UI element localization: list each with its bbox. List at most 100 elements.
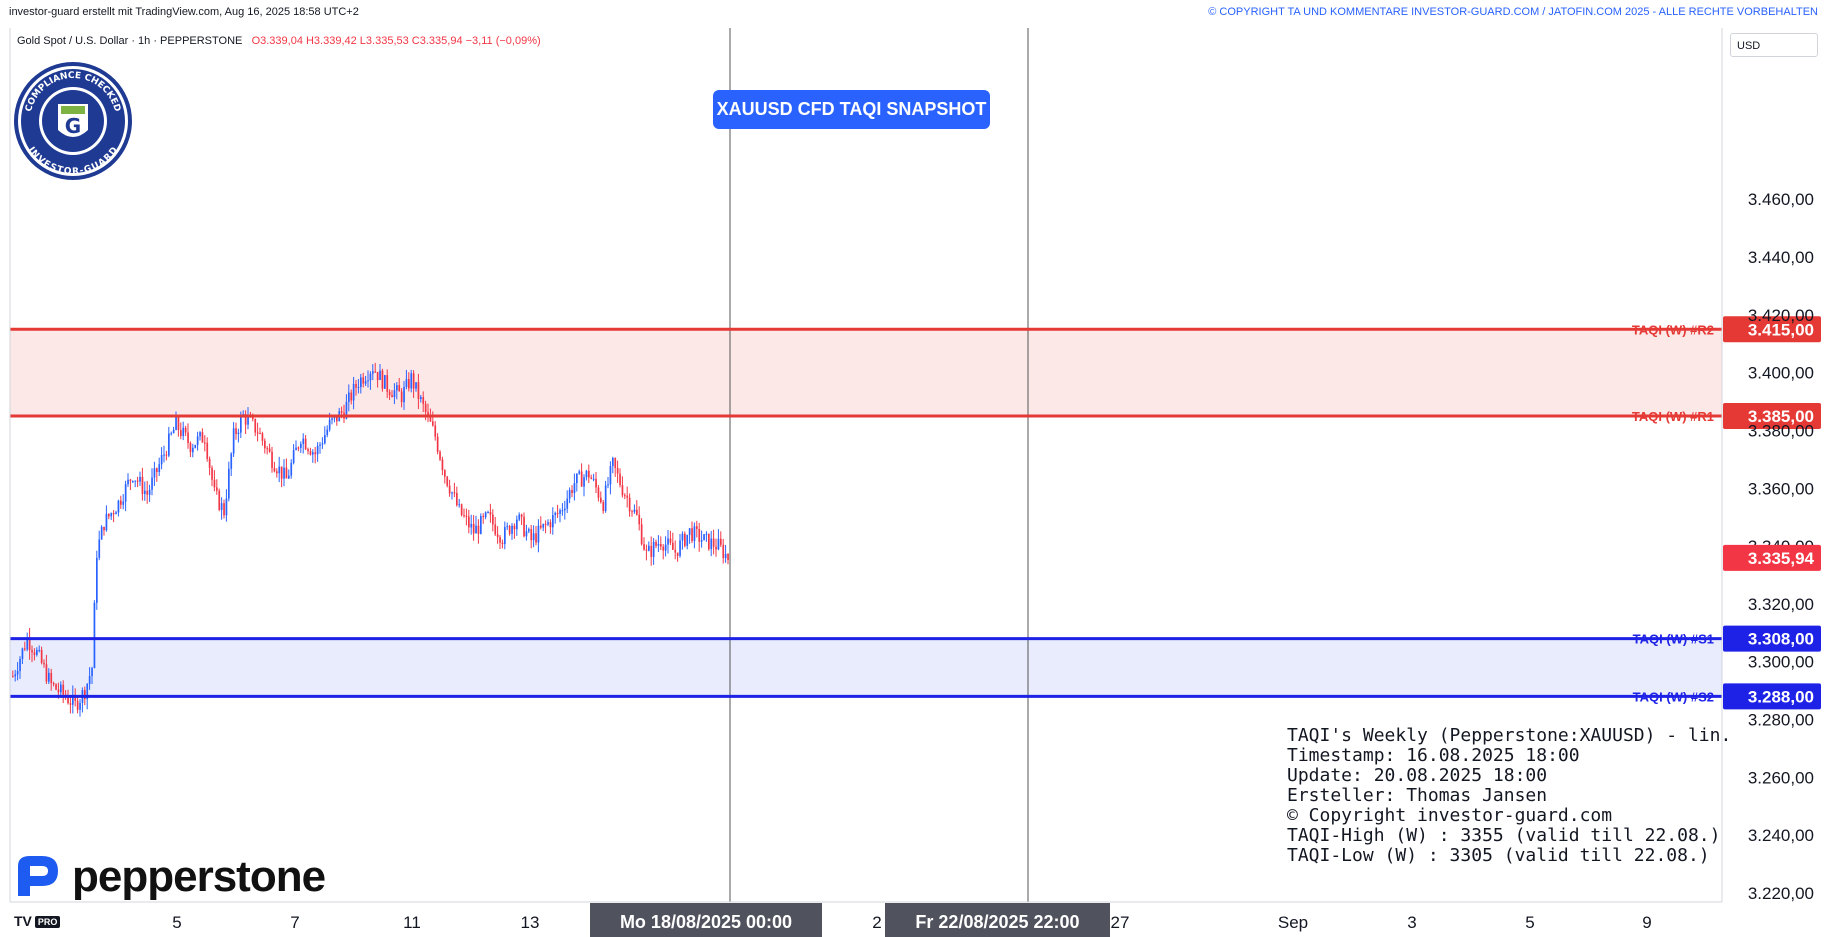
tradingview-logo[interactable]: TV PRO [14,913,61,929]
time-axis[interactable]: 5 7 11 13 2 27 Sep 3 5 9 Mo 18/08/2025 00:00 Fr 22/… [172,903,1652,937]
candle-body [619,473,621,486]
compliance-seal-icon: COMPLIANCE CHECKED INVESTOR-GUARD G [14,62,132,180]
candle-body [232,428,235,454]
candle-body [400,391,403,403]
candle-body [297,447,300,449]
candle-body [156,468,158,472]
candle-body [19,658,21,671]
pepperstone-wordmark: pepperstone [72,852,326,901]
candle-body [187,432,189,444]
candle-body [420,397,422,400]
candle-body [600,497,602,503]
candle-body [316,445,319,455]
level-name-label: TAQI (W) #S2 [1633,689,1714,704]
candle-body [684,533,686,546]
candle-body [669,538,672,543]
time-highlight-label: Fr 22/08/2025 22:00 [915,912,1079,932]
levels-layer: TAQI (W) #R2 3.415,00 TAQI (W) #R1 3.385,00… [10,316,1821,710]
candle-body [153,468,156,478]
candle-body [314,452,317,455]
candle-body [127,479,129,485]
candle-body [340,411,343,413]
candle-body [362,377,365,384]
candle-body [604,485,607,511]
candle-body [175,416,177,431]
candle-body [276,471,278,474]
candle-body [477,525,480,534]
candle-body [568,490,571,499]
candle-body [436,436,439,452]
ohlc-values: O3.339,04 H3.339,42 L3.335,53 C3.335,94 … [251,35,541,47]
zones-layer [10,329,1722,697]
candle-body [307,449,309,452]
candle-body [463,515,465,517]
price-axis[interactable]: 3.220,00 3.240,00 3.260,00 3.280,00 3.300,00… [1723,190,1821,903]
candle-body [566,498,569,509]
candle-body [38,649,41,651]
candle-body [691,528,693,541]
candle-body [350,392,353,401]
candle-body [60,684,62,693]
candle-body [720,538,722,545]
info-line: Ersteller: Thomas Jansen [1287,785,1548,806]
candle-body [261,433,264,441]
candle-body [427,412,429,415]
candle-body [564,508,566,511]
candle-body [607,484,609,486]
candle-body [549,522,552,528]
candle-body [21,648,24,659]
currency-selector[interactable]: USD [1730,33,1818,57]
candle-body [328,419,331,430]
svg-text:G: G [65,114,81,138]
candle-body [132,481,134,483]
candle-body [199,432,201,437]
candle-body [484,512,487,518]
candle-body [304,438,307,450]
candle-body [220,503,223,510]
candle-body [300,443,302,448]
candle-body [482,516,485,518]
candle-body [657,544,660,546]
candle-body [535,533,537,543]
symbol-legend[interactable]: Gold Spot / U.S. Dollar · 1h · PEPPERSTO… [17,35,541,47]
candle-body [182,427,185,437]
candle-body [595,478,597,488]
candle-body [424,403,427,413]
candle-body [712,538,715,547]
price-tick-label: 3.360,00 [1748,479,1814,498]
candle-body [705,533,708,535]
candle-body [72,694,74,705]
candle-body [544,523,547,525]
candle-body [331,418,333,420]
candle-body [578,471,581,474]
candle-body [129,479,132,482]
candle-body [374,371,377,373]
candle-body [388,391,391,396]
candle-body [144,490,146,494]
candle-body [273,468,276,472]
candle-body [146,490,149,495]
candle-body [115,512,117,515]
time-tick-label: 9 [1642,913,1651,932]
candle-body [494,524,497,535]
level-price-label: 3.288,00 [1748,687,1814,706]
candle-body [516,519,518,530]
candle-body [640,524,643,545]
candle-body [295,447,297,451]
price-tick-label: 3.380,00 [1748,421,1814,440]
candle-body [124,484,127,502]
candle-body [355,383,357,388]
candle-body [266,448,269,450]
candle-body [715,546,717,550]
candle-body [686,534,689,546]
time-tick-label: 11 [403,913,421,932]
candle-body [573,483,576,494]
candle-body [612,457,614,467]
candle-body [489,512,492,515]
candle-body [710,538,713,550]
candle-body [700,540,703,542]
candle-body [379,370,381,380]
candle-body [184,427,187,433]
candle-body [465,515,468,517]
